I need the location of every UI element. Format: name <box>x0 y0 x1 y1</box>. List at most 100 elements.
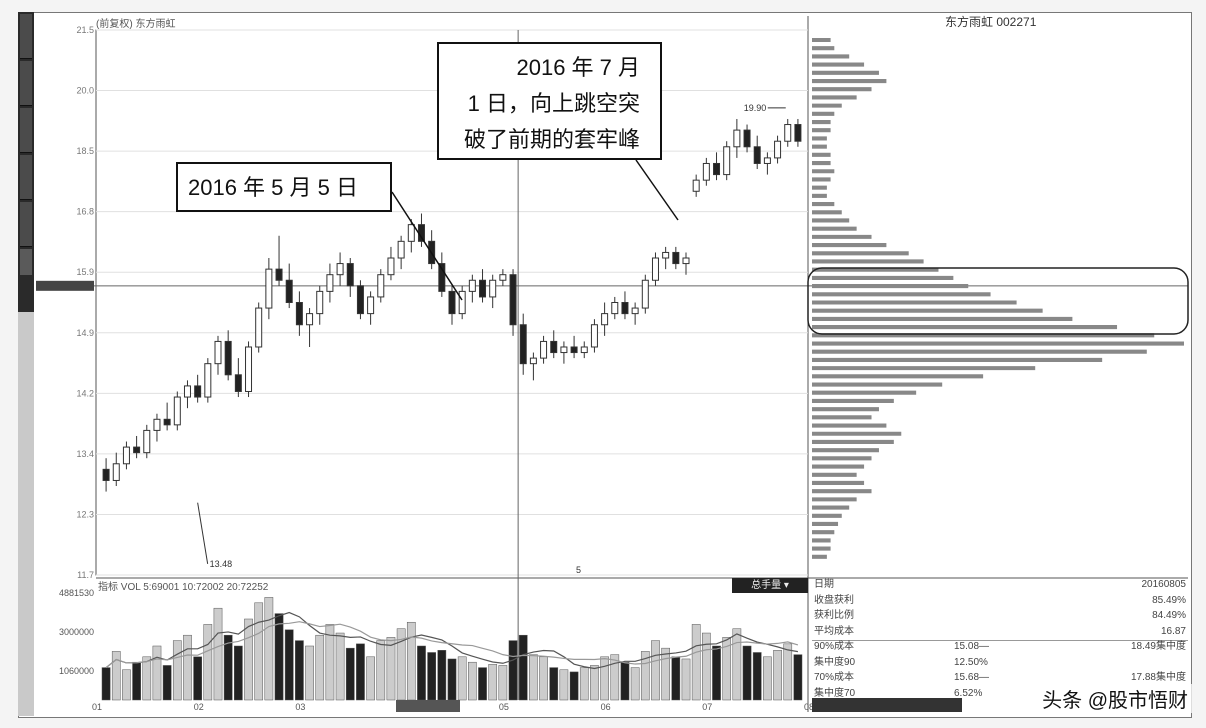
candle-body <box>153 418 161 431</box>
volume-bar <box>488 664 498 701</box>
candle-body <box>224 340 232 376</box>
candle-body <box>692 179 700 192</box>
stats-mid: 15.08— <box>954 641 990 652</box>
candle-body <box>326 274 334 292</box>
volume-bar <box>162 665 172 701</box>
volume-bar <box>671 656 681 701</box>
candle-body <box>367 296 375 315</box>
low-marker-arrow <box>197 502 209 564</box>
y-tick-label: 20.0 <box>76 86 94 96</box>
stats-row: 集中度70 6.52% <box>814 687 1186 701</box>
toolbar-button[interactable] <box>20 108 32 153</box>
candle-body <box>173 396 181 426</box>
stats-value: 17.88集中度 <box>1130 672 1186 683</box>
volume-bar <box>630 667 640 701</box>
y-tick-label: 11.7 <box>77 570 94 580</box>
volume-bar <box>712 645 721 701</box>
volume-bar <box>610 654 620 701</box>
high-marker-label: 19.90 <box>744 103 767 113</box>
candle-body <box>306 313 314 326</box>
volume-bar <box>478 667 487 701</box>
bottom-tab-bar[interactable] <box>812 698 962 712</box>
stats-mid: 12.50% <box>954 656 988 668</box>
candle-body <box>234 374 242 392</box>
volume-bar <box>101 667 111 701</box>
volume-bar <box>386 637 396 701</box>
volume-type-button[interactable]: 总手量 ▾ <box>732 578 808 593</box>
candle-body <box>295 302 303 326</box>
volume-bar <box>508 640 518 701</box>
left-toolbar[interactable] <box>18 12 34 312</box>
stats-key: 日期 <box>814 579 834 590</box>
y-tick-label: 14.9 <box>76 328 94 338</box>
stats-row: 90%成本 15.08— 18.49集中度 <box>814 640 1186 654</box>
callout-may-5: 2016 年 5 月 5 日 <box>176 162 392 212</box>
candle-body <box>540 340 548 359</box>
candle-body <box>214 340 222 365</box>
volume-bar <box>203 624 213 701</box>
volume-y-tick: 4881530 <box>59 588 94 598</box>
candle-body <box>183 385 191 398</box>
toolbar-button[interactable] <box>20 14 32 59</box>
stats-value: 84.49% <box>1152 610 1186 621</box>
volume-bar <box>569 671 579 701</box>
volume-bar <box>732 628 742 701</box>
candle-body <box>489 279 497 298</box>
volume-bar <box>427 652 436 701</box>
volume-bar <box>122 669 131 701</box>
volume-bar <box>305 645 314 701</box>
toolbar-button[interactable] <box>20 202 32 247</box>
volume-bar <box>132 661 141 701</box>
volume-bar <box>274 613 284 701</box>
candle-body <box>611 302 619 315</box>
volume-bar <box>468 661 477 701</box>
candle-body <box>631 307 639 315</box>
candle-body <box>662 251 670 259</box>
volume-bar <box>702 632 711 701</box>
volume-bar <box>722 637 732 701</box>
candle-body <box>112 463 120 481</box>
toolbar-button[interactable] <box>20 249 32 275</box>
candle-body <box>601 313 609 326</box>
volume-bar <box>763 656 772 701</box>
left-margin <box>18 312 34 716</box>
callout-may-text: 2016 年 5 月 5 日 <box>188 175 358 200</box>
candle-body <box>407 224 415 242</box>
candle-body <box>794 124 802 142</box>
volume-bar <box>244 618 253 701</box>
volume-bar <box>600 656 609 701</box>
stats-key: 集中度90 <box>814 656 856 668</box>
stats-value: 16.87 <box>1160 625 1186 637</box>
y-tick-label: 12.3 <box>76 509 94 519</box>
candle-body <box>468 279 476 292</box>
volume-bar <box>549 667 559 701</box>
volume-bar <box>539 656 548 701</box>
callout-july-1: 2016 年 7 月 1 日，向上跳空突 破了前期的套牢峰 <box>437 42 662 160</box>
volume-bar <box>783 643 793 701</box>
candle-body <box>519 324 527 365</box>
volume-bar <box>752 652 762 701</box>
chip-peak-highlight <box>807 267 1189 335</box>
stats-mid: 15.68— <box>954 672 990 683</box>
x-tick-label: 03 <box>295 702 305 712</box>
stats-value: 20160805 <box>1141 579 1187 590</box>
candle-body <box>509 274 517 326</box>
volume-bar <box>234 645 243 701</box>
callout-may-pointer <box>391 191 463 301</box>
candle-body <box>713 162 721 176</box>
x-tick-label: 05 <box>499 702 509 712</box>
timeline-scroll-thumb <box>396 700 460 712</box>
volume-bar <box>579 667 589 701</box>
toolbar-button[interactable] <box>20 61 32 106</box>
candle-body <box>387 257 395 276</box>
toolbar-button[interactable] <box>20 155 32 200</box>
candle-body <box>743 129 751 148</box>
volume-bar <box>213 607 223 701</box>
volume-bar <box>264 597 274 701</box>
stats-row: 集中度90 12.50% <box>814 656 1186 670</box>
candle-body <box>458 290 466 315</box>
candle-body <box>316 290 324 315</box>
volume-bar <box>661 647 670 701</box>
candle-body <box>245 346 253 392</box>
volume-bar <box>325 624 335 701</box>
